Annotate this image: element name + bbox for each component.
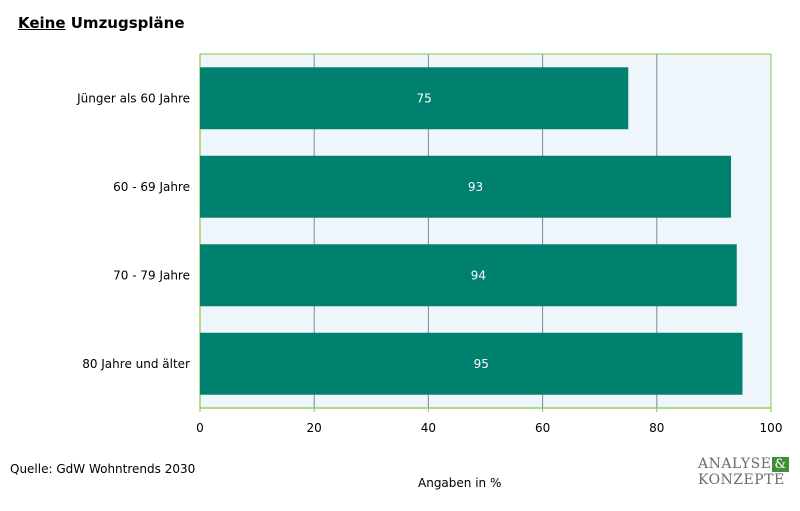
title-rest: Umzugspläne: [65, 14, 185, 32]
category-label-2: 70 - 79 Jahre: [113, 268, 190, 282]
data-label-0: 75: [416, 91, 431, 105]
bar-1: [200, 155, 732, 218]
category-label-3: 80 Jahre und älter: [82, 357, 190, 371]
logo-line2: KONZEPTE: [698, 472, 785, 488]
chart-title: Keine Umzugspläne: [18, 14, 185, 32]
x-tick-label-0: 0: [196, 421, 204, 435]
source-note: Quelle: GdW Wohntrends 2030: [10, 462, 196, 476]
category-label-1: 60 - 69 Jahre: [113, 180, 190, 194]
data-label-2: 94: [471, 268, 486, 282]
logo-line1: ANALYSE: [698, 456, 772, 472]
x-tick-label-4: 80: [649, 421, 664, 435]
x-tick-label-2: 40: [421, 421, 436, 435]
x-tick-label-5: 100: [760, 421, 783, 435]
bar-0: [200, 67, 629, 130]
x-tick-label-1: 20: [307, 421, 322, 435]
company-logo: ANALYSE & KONZEPTE: [698, 456, 789, 488]
bar-2: [200, 244, 737, 307]
title-underlined: Keine: [18, 14, 66, 32]
bar-3: [200, 332, 743, 395]
logo-ampersand: &: [772, 457, 789, 472]
unit-label: Angaben in %: [418, 476, 502, 490]
data-label-1: 93: [468, 180, 483, 194]
category-label-0: Jünger als 60 Jahre: [76, 91, 190, 105]
data-label-3: 95: [474, 357, 489, 371]
x-tick-label-3: 60: [535, 421, 550, 435]
